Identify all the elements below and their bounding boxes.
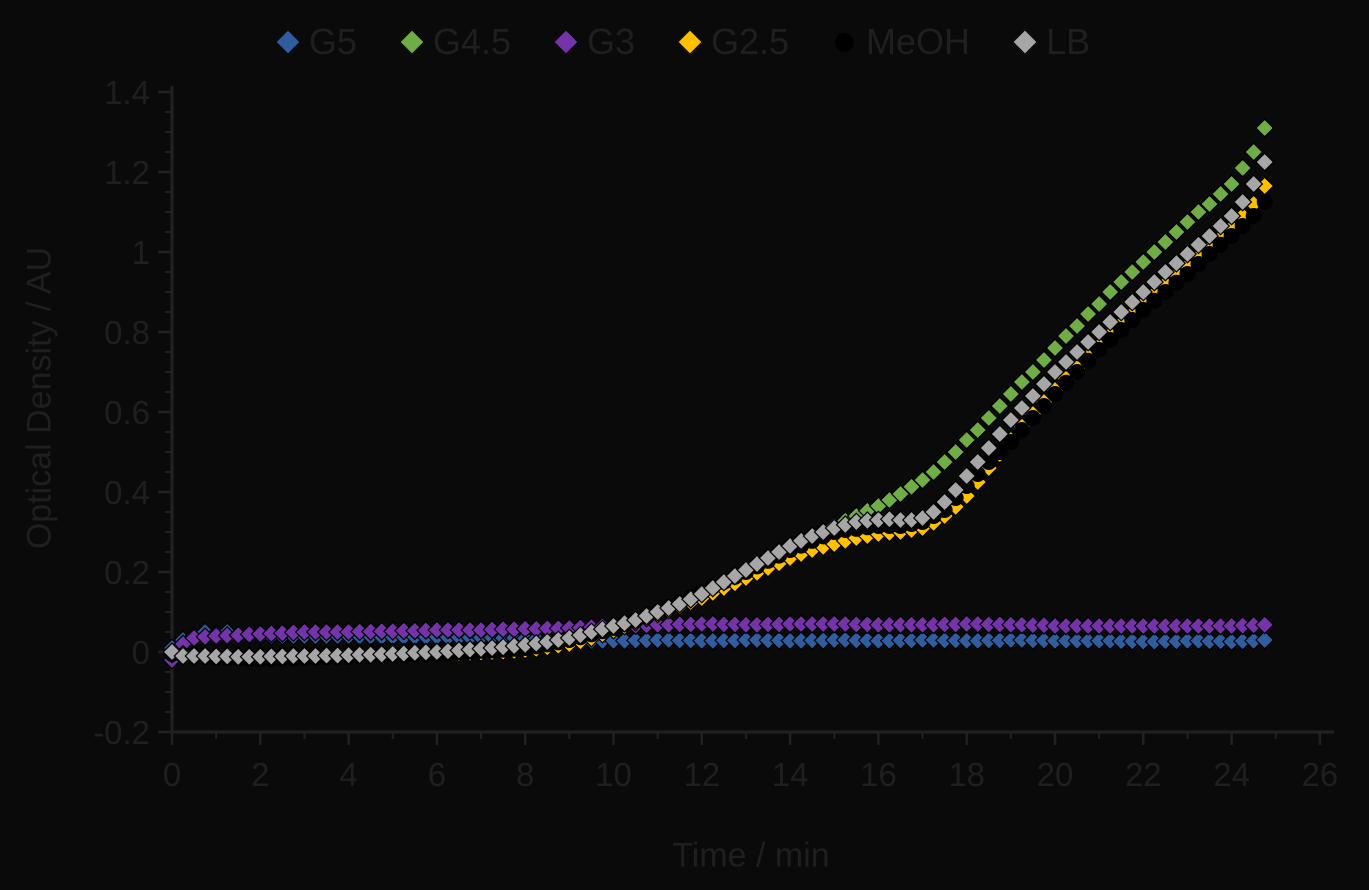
legend-item-g3: G3 bbox=[553, 21, 635, 63]
x-tick-label: 24 bbox=[1213, 756, 1250, 793]
legend-label: G2.5 bbox=[711, 21, 790, 62]
series-lb bbox=[162, 152, 1275, 667]
y-tick-label: 1 bbox=[132, 234, 150, 271]
legend-label: G4.5 bbox=[432, 21, 511, 62]
y-axis-ticks bbox=[158, 90, 172, 734]
legend-label: MeOH bbox=[866, 21, 971, 62]
legend-item-g45: G4.5 bbox=[399, 21, 511, 63]
y-axis-title: Optical Density / AU bbox=[20, 246, 59, 550]
circle-icon bbox=[835, 32, 855, 52]
legend-label: G5 bbox=[308, 21, 357, 62]
legend-item-meoh: MeOH bbox=[835, 21, 970, 63]
legend-item-g25: G2.5 bbox=[677, 21, 790, 63]
y-tick-labels: -0.2 0 0.2 0.4 0.6 0.8 1 1.2 1.4 bbox=[93, 74, 150, 751]
series-g3 bbox=[162, 614, 1275, 670]
x-axis-ticks bbox=[170, 732, 1322, 745]
y-tick-label: 0 bbox=[132, 634, 150, 671]
x-tick-label: 2 bbox=[251, 756, 269, 793]
x-tick-label: 12 bbox=[683, 756, 720, 793]
legend-item-lb: LB bbox=[1012, 21, 1091, 63]
x-tick-label: 20 bbox=[1037, 756, 1074, 793]
y-tick-label: -0.2 bbox=[93, 714, 150, 751]
legend-item-g5: G5 bbox=[275, 21, 357, 63]
x-tick-label: 0 bbox=[163, 756, 181, 793]
x-tick-label: 26 bbox=[1302, 756, 1339, 793]
y-tick-label: 0.4 bbox=[104, 474, 150, 511]
x-axis-title: Time / min bbox=[672, 836, 830, 875]
y-tick-label: 0.2 bbox=[104, 554, 150, 591]
y-tick-label: 0.6 bbox=[104, 394, 150, 431]
legend: G5 G4.5 G3 G2.5 MeOH LB bbox=[0, 18, 1369, 66]
x-tick-label: 14 bbox=[772, 756, 809, 793]
x-tick-label: 4 bbox=[339, 756, 357, 793]
x-tick-labels: 0 2 4 6 8 10 12 14 16 18 20 22 24 26 bbox=[163, 756, 1338, 793]
x-tick-label: 16 bbox=[860, 756, 897, 793]
x-tick-label: 6 bbox=[428, 756, 446, 793]
x-tick-label: 10 bbox=[595, 756, 632, 793]
x-tick-label: 22 bbox=[1125, 756, 1162, 793]
x-tick-label: 18 bbox=[948, 756, 985, 793]
y-tick-label: 1.2 bbox=[104, 154, 150, 191]
plot-series bbox=[162, 118, 1275, 670]
y-tick-label: 1.4 bbox=[104, 74, 150, 111]
y-tick-label: 0.8 bbox=[104, 314, 150, 351]
legend-label: LB bbox=[1046, 21, 1091, 62]
x-tick-label: 8 bbox=[516, 756, 534, 793]
legend-label: G3 bbox=[586, 21, 635, 62]
